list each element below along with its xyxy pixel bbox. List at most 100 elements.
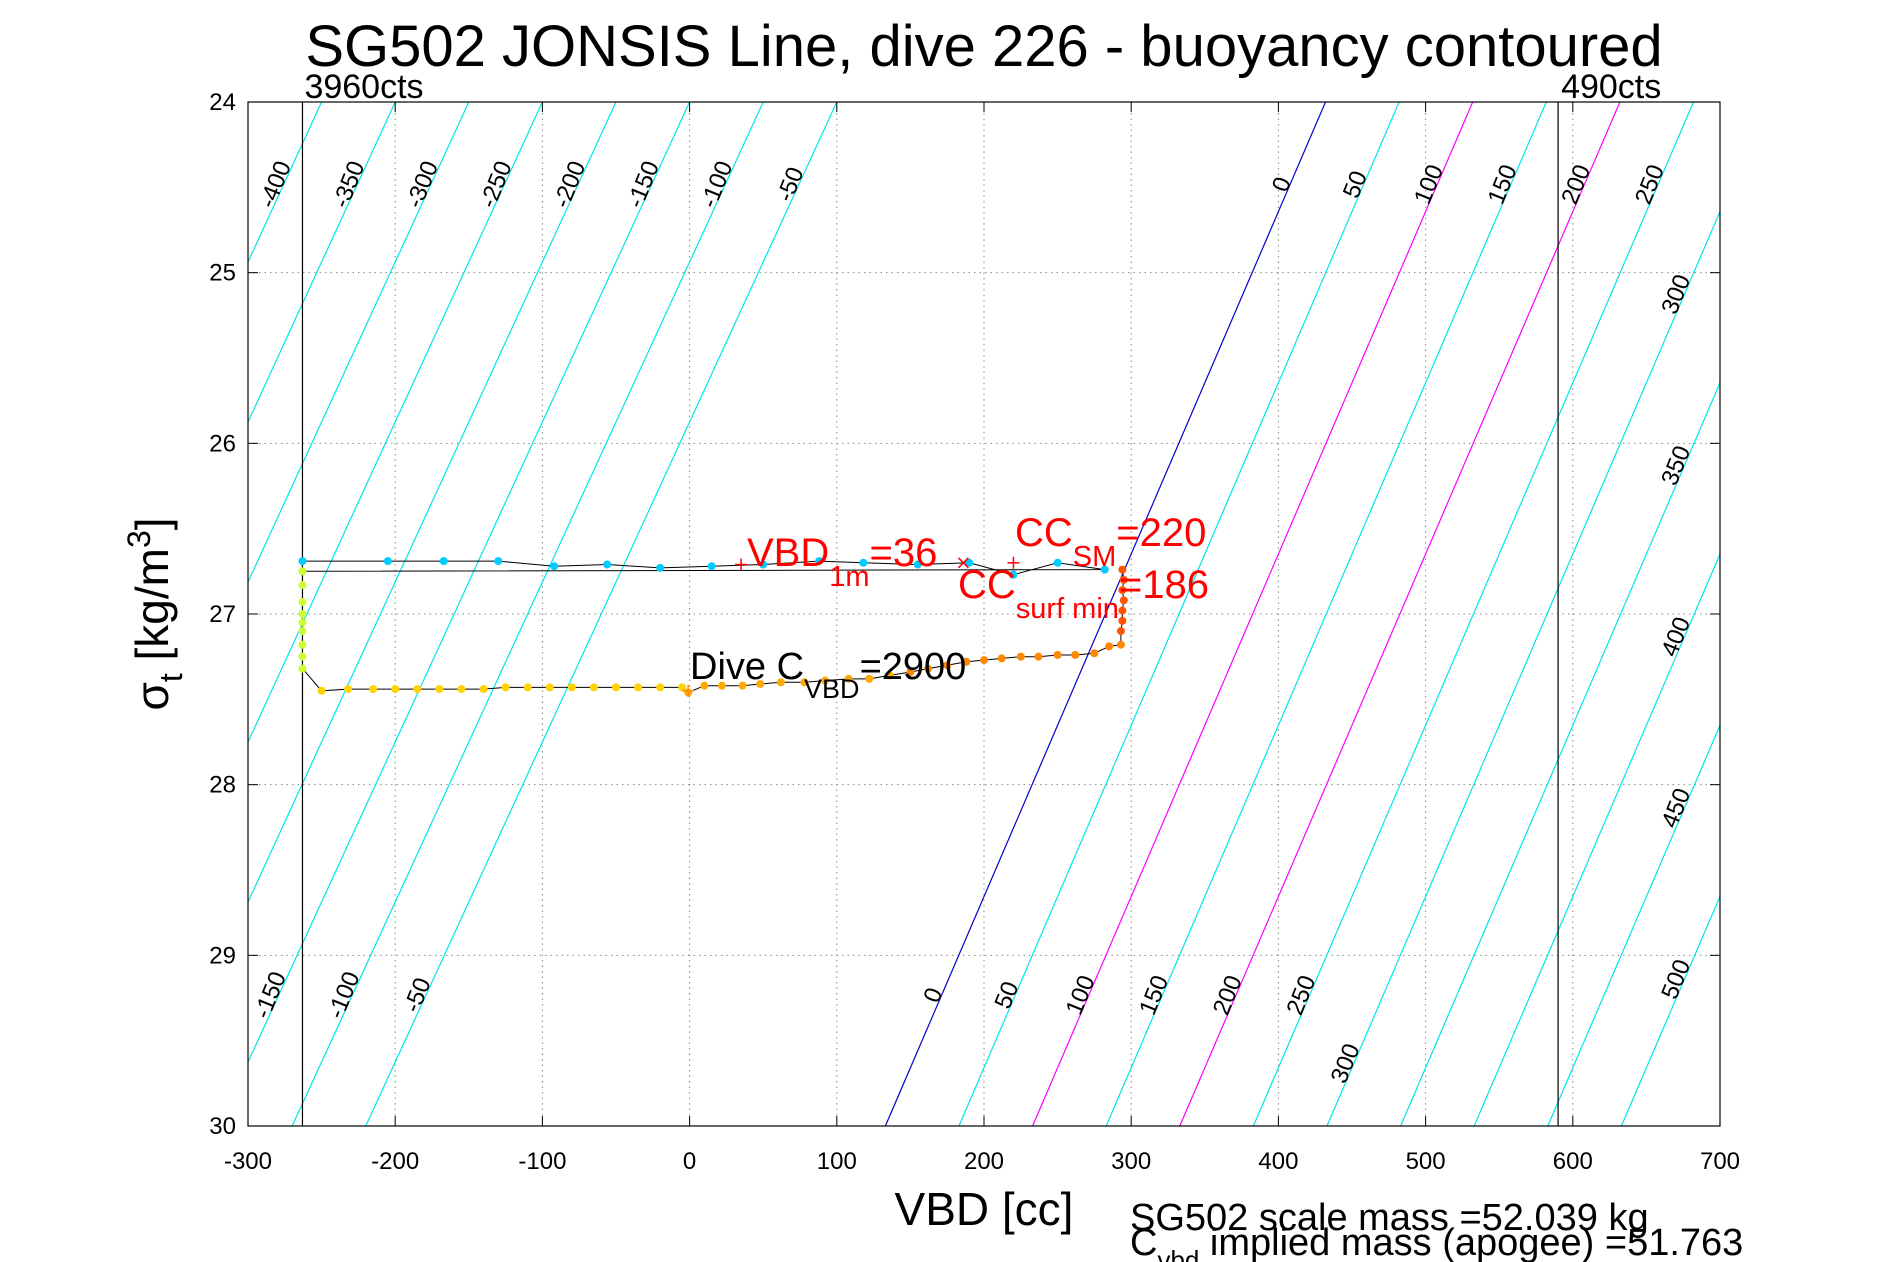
contour-line bbox=[248, 102, 617, 904]
data-point bbox=[567, 683, 576, 692]
data-point bbox=[1016, 652, 1025, 661]
data-point bbox=[298, 627, 307, 636]
data-point bbox=[707, 562, 716, 571]
ccsm-label: CCSM=220 bbox=[1015, 511, 1206, 573]
y-tick-label: 26 bbox=[209, 430, 236, 457]
y-axis-ticks: 24 25 26 27 28 29 30 bbox=[209, 89, 1720, 1140]
svg-text:σt [kg/m3]: σt [kg/m3] bbox=[121, 517, 189, 710]
data-point bbox=[494, 557, 503, 566]
footer-cvbd-main: C bbox=[1130, 1222, 1157, 1262]
x-tick-label: 600 bbox=[1553, 1148, 1593, 1175]
data-point bbox=[457, 685, 466, 694]
x-tick-label: 100 bbox=[817, 1148, 857, 1175]
footer-implied-mass-text: implied mass (apogee) =51.763 bbox=[1199, 1222, 1743, 1262]
data-point bbox=[298, 652, 307, 661]
data-point bbox=[943, 661, 952, 670]
contour-line bbox=[958, 102, 1400, 1126]
y-label-sub: t bbox=[153, 673, 189, 682]
data-point bbox=[317, 686, 326, 695]
data-point bbox=[756, 679, 765, 688]
x-tick-label: -200 bbox=[371, 1148, 419, 1175]
data-point bbox=[413, 685, 422, 694]
data-point bbox=[1118, 565, 1127, 574]
x-tick-label: 400 bbox=[1258, 1148, 1298, 1175]
contour-line bbox=[291, 102, 764, 1126]
contour-line bbox=[1252, 102, 1695, 1126]
data-point bbox=[435, 685, 444, 694]
data-point bbox=[865, 674, 874, 683]
data-point bbox=[523, 683, 532, 692]
data-point bbox=[821, 676, 830, 685]
contour-line bbox=[248, 102, 691, 1064]
data-point bbox=[800, 678, 809, 687]
data-point bbox=[634, 683, 643, 692]
data-point bbox=[391, 685, 400, 694]
data-point bbox=[298, 580, 307, 589]
data-point bbox=[738, 681, 747, 690]
ccsurf-marker bbox=[957, 557, 969, 569]
data-point bbox=[589, 683, 598, 692]
x-tick-label: 0 bbox=[683, 1148, 696, 1175]
x-tick-label: 200 bbox=[964, 1148, 1004, 1175]
data-point bbox=[859, 558, 868, 567]
divec-label: Dive CVBD=2900 bbox=[690, 646, 966, 704]
ccsurf-label: CCsurf min=186 bbox=[958, 563, 1209, 625]
contour-line bbox=[248, 102, 470, 584]
y-label-units-close: ] bbox=[126, 517, 178, 530]
data-point bbox=[1118, 606, 1127, 615]
y-tick-label: 24 bbox=[209, 89, 236, 116]
x-tick-label: -100 bbox=[518, 1148, 566, 1175]
buoyancy-contours bbox=[248, 102, 1720, 1126]
data-point bbox=[550, 562, 559, 571]
chart-title: SG502 JONSIS Line, dive 226 - buoyancy c… bbox=[305, 14, 1662, 79]
y-tick-label: 30 bbox=[209, 1113, 236, 1140]
data-point bbox=[479, 685, 488, 694]
contour-line bbox=[1620, 895, 1720, 1126]
data-point bbox=[1119, 575, 1128, 584]
contour-line bbox=[248, 102, 543, 744]
y-tick-label: 27 bbox=[209, 601, 236, 628]
data-point bbox=[656, 683, 665, 692]
contour-line bbox=[884, 102, 1327, 1126]
y-label-units: [kg/m bbox=[126, 548, 178, 673]
contour-line bbox=[1179, 102, 1621, 1126]
contour-line bbox=[1326, 210, 1720, 1126]
contour-line bbox=[1032, 102, 1474, 1126]
vbd-limit-label: 3960cts bbox=[304, 68, 423, 106]
y-tick-label: 28 bbox=[209, 772, 236, 799]
data-point bbox=[344, 685, 353, 694]
data-point bbox=[885, 671, 894, 680]
contour-line bbox=[1105, 102, 1547, 1126]
data-point bbox=[298, 618, 307, 627]
data-point bbox=[298, 610, 307, 618]
data-point bbox=[383, 557, 392, 566]
y-tick-label: 25 bbox=[209, 260, 236, 287]
data-point bbox=[1090, 649, 1099, 658]
vbd-limit-lines: 3960cts 490cts bbox=[301, 68, 1661, 1126]
vbd-limit-label: 490cts bbox=[1561, 68, 1661, 106]
vbd1m-label: VBD1m=36 bbox=[747, 531, 937, 593]
data-point bbox=[815, 557, 824, 566]
y-axis-label: σt [kg/m3] bbox=[121, 517, 189, 710]
data-point bbox=[1034, 652, 1043, 661]
contour-line bbox=[1400, 381, 1720, 1126]
data-point bbox=[980, 656, 988, 665]
data-point bbox=[906, 668, 915, 677]
data-point bbox=[545, 683, 554, 692]
data-point bbox=[1105, 642, 1114, 651]
data-point bbox=[924, 664, 933, 673]
data-point bbox=[1116, 640, 1125, 649]
dive-points bbox=[298, 557, 1128, 697]
data-point bbox=[298, 598, 307, 607]
x-axis-ticks: -300 -200 -100 0 100 200 300 400 500 600 700 bbox=[224, 102, 1740, 1175]
footer-implied-mass: Cvbd implied mass (apogee) =51.763 bbox=[1130, 1222, 1743, 1262]
data-point bbox=[1118, 616, 1127, 625]
data-point bbox=[656, 563, 665, 572]
data-point bbox=[1116, 627, 1125, 636]
grid-lines bbox=[248, 102, 1720, 1126]
data-point bbox=[844, 674, 853, 683]
contour-line bbox=[1547, 723, 1720, 1126]
data-point bbox=[612, 683, 620, 692]
